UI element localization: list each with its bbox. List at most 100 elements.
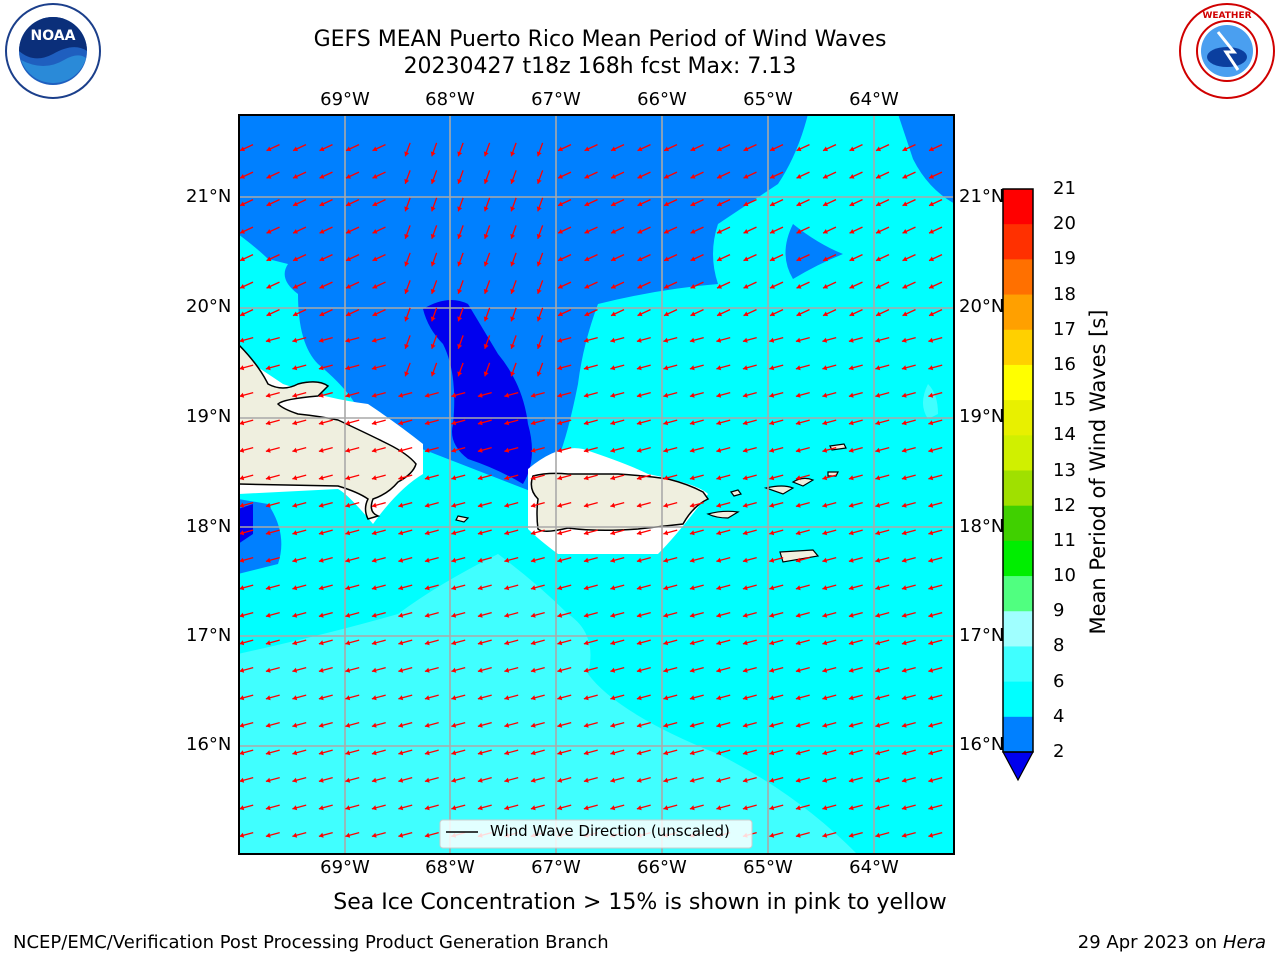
wind-wave-arrowhead <box>610 557 616 563</box>
wind-wave-arrowhead <box>430 371 436 377</box>
wind-wave-arrowhead <box>424 585 430 591</box>
wind-wave-arrowhead <box>557 750 563 756</box>
lon-label-bottom: 65°W <box>743 857 793 878</box>
wind-wave-arrowhead <box>583 365 589 371</box>
colorbar-extend-arrow <box>1001 751 1035 782</box>
wind-wave-arrowhead <box>822 640 828 646</box>
graticule <box>239 115 954 854</box>
wind-wave-arrowhead <box>371 337 377 343</box>
wind-wave-arrowhead <box>371 475 377 481</box>
wind-wave-arrowhead <box>345 530 351 536</box>
wind-wave-arrowhead <box>663 777 669 783</box>
wind-wave-arrowhead <box>504 640 510 646</box>
wind-wave-arrowhead <box>716 640 722 646</box>
wind-wave-arrowhead <box>716 777 722 783</box>
footer-date-text: 29 Apr 2023 on <box>1077 932 1223 953</box>
wind-wave-arrowhead <box>536 261 542 267</box>
wind-wave-arrowhead <box>769 392 775 398</box>
wind-wave-arrowhead <box>293 146 299 152</box>
wind-wave-arrowhead <box>424 722 430 728</box>
wind-wave-arrowhead <box>266 311 272 317</box>
wind-wave-arrowhead <box>796 174 802 179</box>
wind-wave-arrowhead <box>848 640 854 646</box>
wind-wave-arrowhead <box>265 612 271 618</box>
wind-wave-arrowhead <box>265 585 271 591</box>
wind-wave-arrowhead <box>717 146 723 152</box>
wind-wave-arrowhead <box>510 178 516 184</box>
wind-wave-arrowhead <box>477 695 483 701</box>
wind-wave-arrowhead <box>875 640 881 646</box>
wind-wave-arrowhead <box>239 750 245 756</box>
island <box>455 515 470 523</box>
wind-wave-arrowhead <box>796 201 802 207</box>
wind-wave-arrowhead <box>636 640 642 646</box>
wind-wave-arrowhead <box>928 475 934 481</box>
wind-wave-arrowhead <box>876 311 882 317</box>
wind-wave-arrowhead <box>689 365 695 371</box>
wave-period-region <box>239 554 857 854</box>
wind-wave-arrowhead <box>716 447 722 453</box>
wind-wave-arrowhead <box>239 722 245 728</box>
wind-wave-arrowhead <box>928 667 934 673</box>
wind-wave-arrowhead <box>663 447 669 453</box>
wind-wave-arrowhead <box>689 557 695 563</box>
wind-wave-arrowhead <box>477 447 483 453</box>
wind-wave-arrowhead <box>689 585 695 591</box>
wind-wave-arrowhead <box>504 722 510 728</box>
wind-wave-arrowhead <box>743 311 749 317</box>
wind-wave-arrowhead <box>398 530 404 536</box>
wind-wave-arrowhead <box>371 530 377 536</box>
wind-wave-arrowhead <box>848 667 854 673</box>
wind-wave-arrowhead <box>742 365 748 371</box>
wind-wave-arrowhead <box>769 557 775 563</box>
wind-wave-arrowhead <box>743 229 749 234</box>
wind-wave-arrowhead <box>663 475 669 481</box>
wind-wave-arrowhead <box>742 667 748 673</box>
wind-wave-arrowhead <box>742 640 748 646</box>
wind-wave-arrowhead <box>318 557 324 563</box>
wind-wave-arrowhead <box>319 284 325 289</box>
wind-wave-arrowhead <box>530 805 536 811</box>
wind-wave-arrowhead <box>823 284 829 289</box>
wind-wave-arrowhead <box>318 365 324 371</box>
wind-wave-arrowhead <box>901 750 907 756</box>
wind-wave-arrowhead <box>398 392 404 398</box>
wind-wave-arrowhead <box>557 392 563 398</box>
wind-wave-arrowhead <box>536 178 542 184</box>
colorbar-segment <box>1003 716 1033 753</box>
wind-wave-arrowhead <box>796 284 802 289</box>
lat-label-left: 21°N <box>186 186 232 207</box>
wind-wave-arrowhead <box>716 502 722 508</box>
wind-wave-arrowhead <box>875 475 881 481</box>
colorbar-tick-label: 18 <box>1053 283 1076 305</box>
wind-wave-arrowhead <box>875 777 881 783</box>
wind-wave-arrowhead <box>371 392 377 398</box>
wind-wave-arrowhead <box>558 311 564 317</box>
wind-wave-arrowhead <box>875 612 881 618</box>
wind-wave-arrowhead <box>477 777 483 783</box>
chart-title-line2: 20230427 t18z 168h fcst Max: 7.13 <box>403 54 797 79</box>
wind-wave-arrowhead <box>742 530 748 536</box>
wind-wave-arrowhead <box>901 337 907 343</box>
wind-wave-arrowhead <box>345 365 351 371</box>
wind-wave-arrowhead <box>822 530 828 536</box>
wind-wave-arrowhead <box>901 475 907 481</box>
wind-wave-arrowhead <box>266 201 272 207</box>
wind-wave-arrowhead <box>928 805 934 811</box>
wind-wave-arrowhead <box>292 750 298 756</box>
map-frame <box>238 114 955 855</box>
wind-wave-arrowhead <box>557 585 563 591</box>
wind-wave-arrowhead <box>510 233 516 239</box>
wind-wave-arrowhead <box>536 288 542 294</box>
wind-wave-arrowhead <box>398 832 404 838</box>
wind-wave-arrowhead <box>345 832 351 838</box>
wind-wave-arrowhead <box>716 530 722 536</box>
wind-wave-arrowhead <box>901 777 907 783</box>
wind-wave-arrowhead <box>928 640 934 646</box>
wind-wave-arrowhead <box>292 337 298 343</box>
wind-wave-arrowhead <box>451 392 457 398</box>
wind-wave-arrowhead <box>689 805 695 811</box>
wind-wave-arrowhead <box>636 337 642 343</box>
wind-wave-arrowhead <box>239 557 245 563</box>
wind-wave-arrowhead <box>928 530 934 536</box>
